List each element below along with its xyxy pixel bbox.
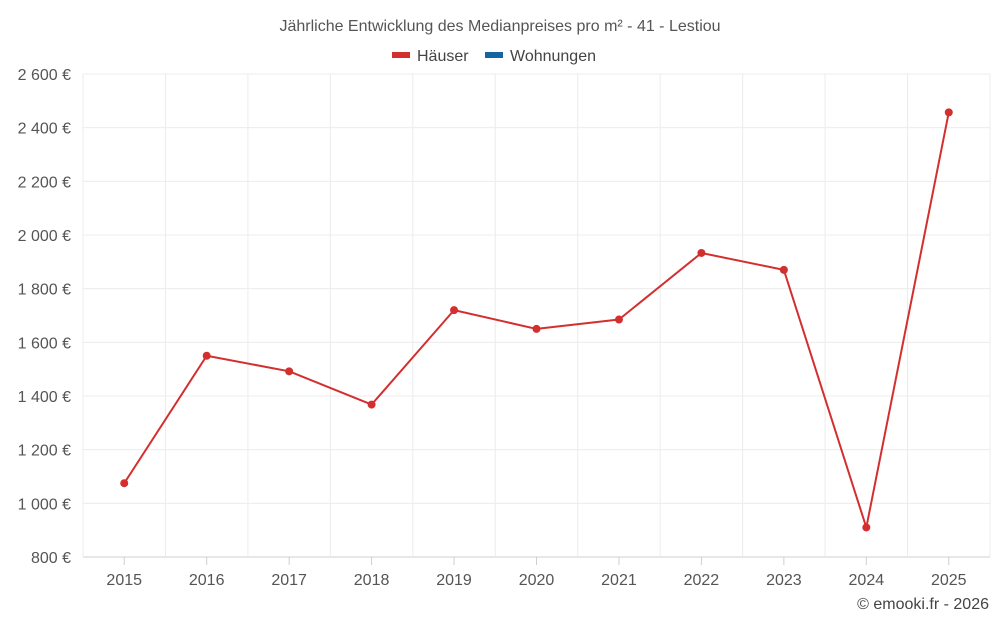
data-point-haeuser[interactable] [614, 315, 623, 324]
y-tick-label: 1 000 € [18, 496, 71, 513]
legend-item-haeuser[interactable]: Häuser [392, 48, 469, 65]
x-tick-label: 2017 [271, 572, 307, 589]
legend-item-wohnungen[interactable]: Wohnungen [485, 48, 596, 65]
x-tick-label: 2019 [436, 572, 472, 589]
x-tick-label: 2024 [849, 572, 885, 589]
data-point-haeuser[interactable] [779, 265, 788, 274]
x-tick-label: 2016 [189, 572, 225, 589]
x-tick-label: 2015 [106, 572, 142, 589]
x-tick-label: 2021 [601, 572, 637, 589]
x-tick-label: 2022 [684, 572, 720, 589]
x-tick-label: 2020 [519, 572, 555, 589]
x-tick-label: 2025 [931, 572, 967, 589]
data-point-haeuser[interactable] [120, 479, 129, 488]
x-tick-label: 2018 [354, 572, 390, 589]
data-point-haeuser[interactable] [450, 306, 459, 315]
x-axis-ticks: 2015 2016 2017 2018 2019 2020 2021 2022 2023 2024… [106, 557, 967, 589]
data-point-haeuser[interactable] [944, 108, 953, 117]
data-point-haeuser[interactable] [285, 367, 294, 376]
y-tick-label: 2 400 € [18, 121, 71, 138]
series-haeuser [120, 108, 953, 532]
legend-swatch-wohnungen [485, 52, 503, 58]
y-tick-label: 2 600 € [18, 67, 71, 84]
data-point-haeuser[interactable] [697, 248, 706, 257]
y-tick-label: 1 600 € [18, 335, 71, 352]
legend-label-haeuser: Häuser [417, 48, 469, 65]
legend-label-wohnungen: Wohnungen [510, 48, 596, 65]
grid [82, 73, 991, 558]
legend: Häuser Wohnungen [392, 48, 596, 65]
y-tick-label: 800 € [31, 550, 71, 567]
y-tick-label: 1 800 € [18, 282, 71, 299]
data-point-haeuser[interactable] [367, 400, 376, 409]
data-point-haeuser[interactable] [862, 523, 871, 532]
y-tick-label: 2 000 € [18, 228, 71, 245]
data-point-haeuser[interactable] [532, 324, 541, 333]
x-tick-label: 2023 [766, 572, 802, 589]
legend-swatch-haeuser [392, 52, 410, 58]
y-tick-label: 2 200 € [18, 174, 71, 191]
data-point-haeuser[interactable] [202, 351, 211, 360]
chart-title: Jährliche Entwicklung des Medianpreises … [279, 18, 720, 35]
y-tick-label: 1 400 € [18, 389, 71, 406]
y-tick-label: 1 200 € [18, 443, 71, 460]
credit-text: © emooki.fr - 2026 [857, 596, 989, 613]
y-axis-ticks: 800 € 1 000 € 1 200 € 1 400 € 1 600 € 1 800 €… [18, 67, 71, 567]
